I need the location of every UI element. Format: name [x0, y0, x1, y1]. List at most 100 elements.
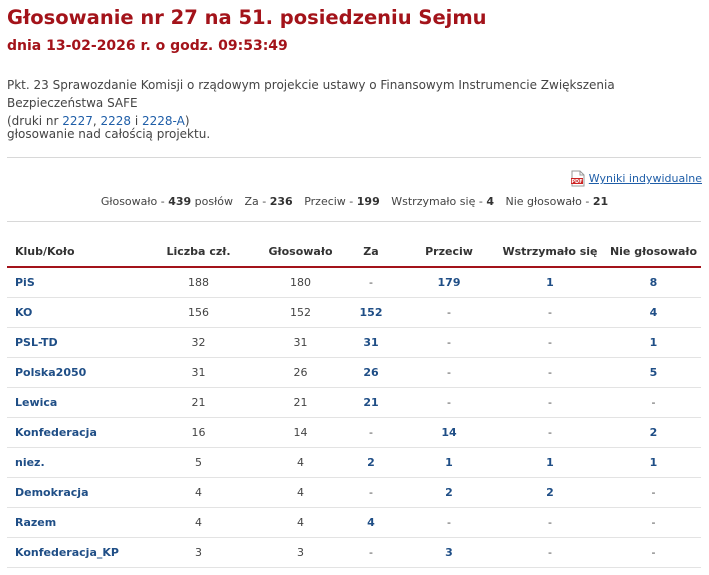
voted-count-cell: 21 — [263, 387, 338, 418]
club-link[interactable]: Razem — [15, 516, 57, 529]
club-link[interactable]: Demokracja — [15, 486, 89, 499]
summary-against: Przeciw - 199 — [304, 195, 380, 208]
for-count-cell: - — [338, 477, 404, 508]
not-voted-votes-link[interactable]: 8 — [649, 276, 658, 289]
club-cell: Lewica — [7, 387, 134, 418]
club-cell: Konfederacja_KP — [7, 537, 134, 568]
agenda-item-text: Pkt. 23 Sprawozdanie Komisji o rządowym … — [7, 78, 615, 110]
not-voted-count-cell: 4 — [606, 297, 701, 328]
for-votes-link[interactable]: 4 — [367, 516, 375, 529]
members-count-cell: 16 — [134, 417, 263, 448]
club-link[interactable]: PSL-TD — [15, 336, 58, 349]
members-count-cell: 21 — [134, 387, 263, 418]
club-link[interactable]: PiS — [15, 276, 35, 289]
individual-results-link[interactable]: PDF Wyniki indywidualne — [570, 170, 702, 187]
not-voted-votes-link[interactable]: 1 — [649, 456, 658, 469]
divider — [7, 157, 701, 158]
column-header-abstain: Wstrzymało się — [494, 237, 606, 268]
abstain-votes-link[interactable]: 2 — [546, 486, 554, 499]
abstain-count-cell: - — [494, 297, 606, 328]
for-count-cell: - — [338, 417, 404, 448]
for-votes-link[interactable]: 2 — [367, 456, 375, 469]
club-results-table: Klub/Koło Liczba czł. Głosowało Za Przec… — [7, 237, 701, 568]
not-voted-count-cell: 2 — [606, 417, 701, 448]
for-count-cell: 2 — [338, 447, 404, 478]
summary-voted: Głosowało - 439 posłów — [100, 195, 233, 208]
club-cell: Konfederacja — [7, 417, 134, 448]
club-link[interactable]: KO — [15, 306, 33, 319]
table-row: niez. 5 4 2 1 1 1 — [7, 447, 701, 478]
not-voted-count-cell: 1 — [606, 447, 701, 478]
for-count-cell: - — [338, 537, 404, 568]
for-count-cell: - — [338, 267, 404, 298]
against-votes-link[interactable]: 179 — [437, 276, 461, 289]
print-link-2228-a[interactable]: 2228-A — [142, 114, 185, 128]
against-count-cell: - — [404, 327, 494, 358]
column-header-voted: Głosowało — [263, 237, 338, 268]
not-voted-count-cell: 5 — [606, 357, 701, 388]
divider — [7, 221, 701, 222]
prints-and: i — [131, 114, 142, 128]
vote-datetime: dnia 13-02-2026 r. o godz. 09:53:49 — [7, 38, 288, 54]
column-header-members: Liczba czł. — [134, 237, 263, 268]
for-count-cell: 21 — [338, 387, 404, 418]
prints-separator: , — [92, 114, 101, 128]
club-link[interactable]: Polska2050 — [15, 366, 87, 379]
against-count-cell: 2 — [404, 477, 494, 508]
club-cell: Razem — [7, 507, 134, 538]
print-link-2228[interactable]: 2228 — [100, 114, 132, 128]
voted-count-cell: 3 — [263, 537, 338, 568]
members-count-cell: 31 — [134, 357, 263, 388]
abstain-count-cell: - — [494, 327, 606, 358]
abstain-count-cell: - — [494, 507, 606, 538]
pdf-icon: PDF — [570, 170, 585, 187]
club-cell: Demokracja — [7, 477, 134, 508]
for-votes-link[interactable]: 152 — [359, 306, 383, 319]
against-votes-link[interactable]: 14 — [441, 426, 457, 439]
against-votes-link[interactable]: 1 — [445, 456, 453, 469]
voted-count-cell: 4 — [263, 447, 338, 478]
for-count-cell: 152 — [338, 297, 404, 328]
page-title: Głosowanie nr 27 na 51. posiedzeniu Sejm… — [7, 6, 487, 29]
for-count-cell: 31 — [338, 327, 404, 358]
table-row: Polska2050 31 26 26- -5 — [7, 357, 701, 388]
column-header-against: Przeciw — [404, 237, 494, 268]
for-count-cell: 4 — [338, 507, 404, 538]
club-cell: PiS — [7, 267, 134, 298]
table-header-row: Klub/Koło Liczba czł. Głosowało Za Przec… — [7, 237, 701, 268]
against-votes-link[interactable]: 2 — [445, 486, 453, 499]
voted-count-cell: 152 — [263, 297, 338, 328]
not-voted-votes-link[interactable]: 4 — [649, 306, 658, 319]
abstain-votes-link[interactable]: 1 — [546, 276, 554, 289]
voted-count-cell: 4 — [263, 477, 338, 508]
table-row: Lewica 21 21 21- - - — [7, 387, 701, 418]
not-voted-votes-link[interactable]: 1 — [649, 336, 658, 349]
not-voted-count-cell: - — [606, 537, 701, 568]
club-link[interactable]: Lewica — [15, 396, 58, 409]
club-link[interactable]: Konfederacja_KP — [15, 546, 119, 559]
abstain-count-cell: - — [494, 387, 606, 418]
abstain-count-cell: 2 — [494, 477, 606, 508]
individual-results-label: Wyniki indywidualne — [588, 172, 702, 185]
print-link-2227[interactable]: 2227 — [62, 114, 93, 128]
abstain-votes-link[interactable]: 1 — [546, 456, 554, 469]
club-cell: niez. — [7, 447, 134, 478]
club-link[interactable]: niez. — [15, 456, 45, 469]
voted-count-cell: 4 — [263, 507, 338, 538]
not-voted-count-cell: 8 — [606, 267, 701, 298]
for-votes-link[interactable]: 21 — [363, 396, 379, 409]
table-row: KO 156 152 152- -4 — [7, 297, 701, 328]
members-count-cell: 188 — [134, 267, 263, 298]
club-link[interactable]: Konfederacja — [15, 426, 97, 439]
voted-count-cell: 14 — [263, 417, 338, 448]
table-body: PiS 188 180-179 1 8 KO 156 152 152- -4 PSL-TD 32 31 3… — [7, 267, 701, 568]
against-votes-link[interactable]: 3 — [445, 546, 453, 559]
club-cell: PSL-TD — [7, 327, 134, 358]
for-count-cell: 26 — [338, 357, 404, 388]
members-count-cell: 5 — [134, 447, 263, 478]
for-votes-link[interactable]: 31 — [363, 336, 379, 349]
for-votes-link[interactable]: 26 — [363, 366, 379, 379]
not-voted-votes-link[interactable]: 5 — [649, 366, 658, 379]
against-count-cell: - — [404, 357, 494, 388]
not-voted-votes-link[interactable]: 2 — [649, 426, 658, 439]
